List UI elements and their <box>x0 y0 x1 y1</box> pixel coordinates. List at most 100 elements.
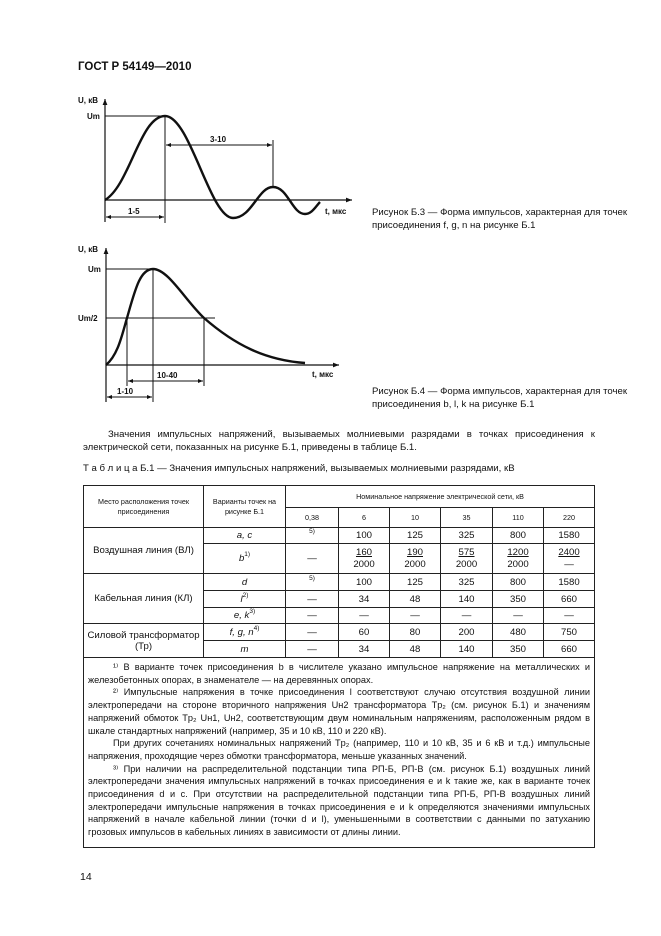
y-axis-label: U, кВ <box>78 96 98 105</box>
value-cell: 140 <box>440 640 493 658</box>
numerator: 1200 <box>507 546 529 558</box>
value-cell: — <box>285 640 339 658</box>
value-cell: — <box>492 607 544 624</box>
value-cell: 190 2000 <box>389 543 441 574</box>
value-cell: 325 <box>440 527 493 544</box>
footnote-1: ¹⁾ В варианте точек присоединения b в чи… <box>88 662 591 685</box>
footnote-3: ³⁾ При наличии на распределительной подс… <box>88 763 591 838</box>
denominator: 2000 <box>507 558 529 570</box>
figure-b4-caption: Рисунок Б.4 — Форма импульсов, характерн… <box>372 386 628 410</box>
header-variants: Варианты точек на рисунке Б.1 <box>203 485 286 528</box>
denominator: 2000 <box>455 558 478 570</box>
value-cell: 200 <box>440 623 493 641</box>
numerator: 575 <box>458 546 475 558</box>
value-cell: 5) <box>285 527 339 544</box>
dimension-half-label: 10-40 <box>157 371 178 380</box>
value-cell: — <box>389 607 441 624</box>
numerator: 190 <box>406 546 423 558</box>
header-location: Место расположения точек присоединения <box>83 485 204 528</box>
header-voltage-col: 110 <box>492 507 544 528</box>
denominator: 2000 <box>353 558 375 570</box>
impulse-curve <box>105 267 306 366</box>
variant-cell: d <box>203 573 286 591</box>
value-cell: 34 <box>338 590 390 608</box>
value-cell: — <box>285 607 339 624</box>
half-peak-label: Um/2 <box>78 314 98 323</box>
value-cell: 1200 2000 <box>492 543 544 574</box>
footnote-ref: 4) <box>253 624 260 632</box>
table-row: Воздушная линия (ВЛ) a, c 5) 100 125 325 800 15… <box>83 527 596 574</box>
value-cell: — <box>285 590 339 608</box>
value-cell: 2400— <box>542 543 596 574</box>
header-voltage-col: 6 <box>338 507 390 528</box>
page-number: 14 <box>80 871 92 883</box>
variant-label: d <box>241 576 248 588</box>
header-voltage-col: 0,38 <box>285 507 339 528</box>
group-label: Воздушная линия (ВЛ) <box>83 527 204 574</box>
table-footnotes: ¹⁾ В варианте точек присоединения b в чи… <box>82 657 596 848</box>
value-cell: 125 <box>389 573 441 591</box>
dimension-period-label: 3-10 <box>210 135 227 144</box>
footnote-ref: 5) <box>309 528 315 535</box>
value-cell: — <box>285 543 339 574</box>
y-axis-label: U, кВ <box>78 245 98 254</box>
footnote-ref: 1) <box>244 551 251 558</box>
value-cell: — <box>285 623 339 641</box>
value-cell: 125 <box>389 527 441 544</box>
variant-label: f, g, n <box>229 626 254 638</box>
value-cell: 80 <box>389 623 441 641</box>
document-header: ГОСТ Р 54149—2010 <box>78 61 192 73</box>
table-row: e, k3) — — — — — — <box>84 607 596 624</box>
denominator: — <box>564 558 574 570</box>
footnote-ref: 5) <box>309 574 315 582</box>
value-cell: 160 2000 <box>338 543 390 574</box>
value-cell: 100 <box>338 527 390 544</box>
value-cell: 100 <box>338 573 390 591</box>
value-cell: 48 <box>389 640 441 658</box>
variant-label: l <box>240 593 243 605</box>
variant-cell: b1) <box>203 543 286 574</box>
header-voltage-col: 10 <box>389 507 441 528</box>
dimension-rise-label: 1-10 <box>117 387 134 396</box>
group-label: Кабельная линия (КЛ) <box>83 573 204 624</box>
value-cell: 325 <box>440 573 493 591</box>
denominator: 2000 <box>404 558 426 570</box>
footnote-ref: 3) <box>249 608 256 615</box>
value-cell: 660 <box>542 640 596 658</box>
value-cell: — <box>440 607 493 624</box>
variant-cell: a, c <box>203 527 286 544</box>
variant-label: e, k <box>233 610 250 621</box>
value-cell: 480 <box>492 623 544 641</box>
value-cell: 1580 <box>542 573 596 591</box>
variant-cell: e, k3) <box>203 607 286 624</box>
value-cell: 800 <box>492 527 544 544</box>
value-cell: 1580 <box>542 527 596 544</box>
variant-label: b <box>238 553 245 564</box>
value-cell: 350 <box>492 590 544 608</box>
footnote-2: ²⁾ Импульсные напряжения в точке присоед… <box>88 687 591 736</box>
figures-svg: U, кВ Um t, мкс 3-10 1-5 U, кВ Um Um/2 t… <box>78 96 352 402</box>
numerator: 2400 <box>558 546 580 558</box>
figure-b4: U, кВ Um Um/2 t, мкс 10-40 1-10 <box>78 245 339 402</box>
table-row: l2) —34 48 140 350 660 <box>84 590 596 608</box>
table-row: m —34 48 140 350 660 <box>84 640 596 658</box>
numerator: 160 <box>355 546 372 558</box>
value-cell: 60 <box>338 623 390 641</box>
table-caption: Т а б л и ц а Б.1 — Значения импульсных … <box>83 463 515 474</box>
dimension-rise-label: 1-5 <box>128 207 140 216</box>
value-cell: 350 <box>492 640 544 658</box>
impulse-voltage-table: Место расположения точек присоединения В… <box>82 485 596 848</box>
table-row: Кабельная линия (КЛ) d 5) 100 125 325 800 1580 <box>83 573 596 624</box>
value-cell: 34 <box>338 640 390 658</box>
variant-cell: l2) <box>203 590 286 608</box>
header-voltage-col: 220 <box>542 507 596 528</box>
figure-b3-caption: Рисунок Б.3 — Форма импульсов, характерн… <box>372 207 628 231</box>
header-voltage: Номинальное напряжение электрической сет… <box>284 485 596 508</box>
impulse-curve <box>104 114 321 220</box>
variant-label: m <box>240 643 249 655</box>
value-cell: 140 <box>440 590 493 608</box>
group-label: Силовой трансформатор (Тр) <box>83 623 204 658</box>
footnote-2-continued: При других сочетаниях номинальных напряж… <box>88 738 591 761</box>
variant-label: a, c <box>236 530 253 541</box>
value-cell: 750 <box>542 623 596 641</box>
